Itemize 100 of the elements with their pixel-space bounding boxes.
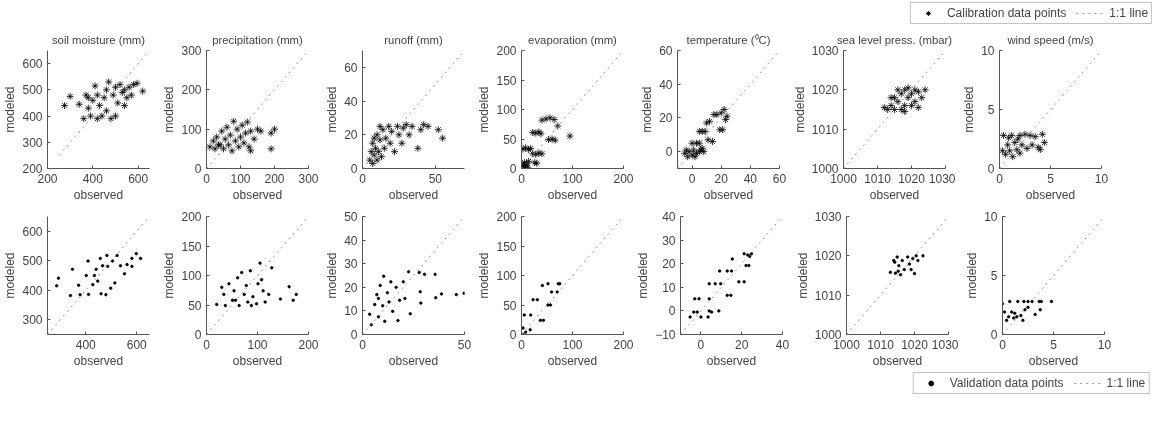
y-axis-title: modeled [477, 252, 492, 299]
x-axis-title: observed [232, 187, 283, 202]
x-axis-title: observed [232, 353, 283, 368]
x-tick-label: 0 [697, 337, 705, 352]
y-tick-label: 0 [194, 162, 202, 176]
y-axis-title: modeled [640, 86, 655, 133]
y-tick-label: 20 [659, 111, 673, 126]
x-tick-label: 20 [735, 337, 749, 352]
y-tick-label: 10 [981, 44, 995, 58]
y-tick-label: 50 [344, 210, 358, 224]
y-tick-label: 150 [496, 73, 517, 88]
chart-title: sea level press. (mbar) [836, 33, 953, 46]
y-tick-label: 60 [344, 60, 358, 75]
y-tick-label: 500 [22, 83, 43, 98]
y-tick-label: 0 [668, 304, 676, 319]
y-tick-label: 0 [509, 162, 517, 176]
x-axis-title: observed [1025, 187, 1076, 202]
y-axis-title: modeled [3, 252, 18, 299]
x-axis-title: observed [869, 187, 920, 202]
y-axis-title: modeled [325, 86, 340, 133]
y-tick-label: 10 [984, 210, 998, 224]
x-tick-label: 50 [428, 171, 443, 186]
x-tick-label: 0 [688, 171, 696, 186]
x-axis-title: observed [703, 187, 754, 202]
x-axis-title: observed [73, 353, 124, 368]
y-tick-label: 1020 [811, 83, 839, 98]
y-tick-label: 1030 [811, 44, 839, 58]
y-axis-title: modeled [162, 252, 177, 299]
y-axis-title: modeled [636, 252, 651, 299]
x-axis-title: observed [388, 353, 439, 368]
legend-label: Validation data points [949, 376, 1064, 390]
y-tick-label: 600 [22, 57, 43, 72]
y-tick-label: 0 [509, 328, 517, 342]
x-tick-label: 200 [613, 337, 634, 352]
y-tick-label: 50 [188, 298, 202, 313]
y-tick-label: 0 [350, 328, 358, 342]
y-axis-title: modeled [965, 252, 980, 299]
y-tick-label: 50 [503, 132, 517, 147]
x-axis-title: observed [547, 187, 598, 202]
y-axis-title: modeled [3, 86, 18, 133]
x-tick-label: 1030 [928, 171, 956, 186]
x-tick-label: 600 [128, 171, 149, 186]
y-tick-label: 20 [344, 128, 358, 143]
chart-title: runoff (mm) [384, 33, 443, 46]
x-tick-label: 10 [1094, 171, 1109, 186]
x-tick-label: 20 [714, 171, 729, 186]
x-tick-label: 40 [775, 337, 790, 352]
x-axis-title: observed [1028, 353, 1079, 368]
x-tick-label: 1020 [901, 337, 929, 352]
y-tick-label: 600 [22, 224, 43, 239]
y-tick-label: 1020 [814, 249, 842, 264]
x-tick-label: 1030 [931, 337, 959, 352]
x-tick-label: 60 [772, 171, 787, 186]
y-tick-label: 100 [496, 269, 517, 283]
y-tick-label: 60 [659, 44, 673, 58]
legend-label: 1:1 line [1106, 376, 1146, 390]
y-tick-label: 150 [496, 239, 517, 254]
y-tick-label: 10 [662, 280, 676, 295]
y-tick-label: 500 [22, 254, 43, 269]
chart-title: wind speed (m/s) [1006, 33, 1094, 46]
y-tick-label: 200 [496, 44, 517, 58]
x-tick-label: 400 [82, 171, 104, 186]
y-tick-label: 40 [344, 233, 358, 248]
x-tick-label: 200 [613, 171, 634, 186]
y-tick-label: 200 [496, 210, 517, 224]
x-tick-label: 40 [743, 171, 758, 186]
y-axis-title: modeled [325, 252, 340, 299]
chart-title: soil moisture (mm) [51, 33, 146, 46]
y-axis-title: modeled [962, 86, 977, 133]
x-tick-label: 5 [1050, 337, 1058, 352]
y-tick-label: 100 [496, 103, 517, 117]
x-axis-title: observed [706, 353, 757, 368]
chart-title: temperature (⁰C) [686, 33, 771, 46]
y-tick-label: 0 [350, 162, 358, 176]
x-tick-label: 200 [264, 171, 285, 186]
x-axis-title: observed [872, 353, 923, 368]
x-tick-label: 100 [562, 171, 583, 186]
y-tick-label: 300 [22, 313, 43, 328]
legend-label: 1:1 line [1109, 6, 1149, 20]
y-tick-label: 1000 [814, 328, 842, 342]
y-tick-label: 50 [503, 298, 517, 313]
x-tick-label: 50 [457, 337, 472, 352]
y-axis-title: modeled [795, 252, 810, 299]
y-tick-label: 40 [659, 77, 673, 92]
y-tick-label: 400 [22, 283, 43, 298]
y-tick-label: 5 [987, 103, 995, 117]
x-tick-label: 1010 [864, 171, 892, 186]
y-tick-label: 0 [194, 328, 202, 342]
x-axis-title: observed [388, 187, 439, 202]
x-axis-title: observed [73, 187, 124, 202]
y-tick-label: 30 [344, 257, 358, 272]
y-tick-label: 300 [181, 44, 202, 58]
x-tick-label: 1020 [898, 171, 926, 186]
x-tick-label: 10 [1097, 337, 1112, 352]
chart-title: precipitation (mm) [212, 33, 304, 46]
y-tick-label: 10 [344, 304, 358, 319]
x-tick-label: 5 [1047, 171, 1055, 186]
x-tick-label: 100 [247, 337, 268, 352]
y-tick-label: 0 [665, 145, 673, 160]
y-tick-label: 5 [990, 269, 998, 283]
